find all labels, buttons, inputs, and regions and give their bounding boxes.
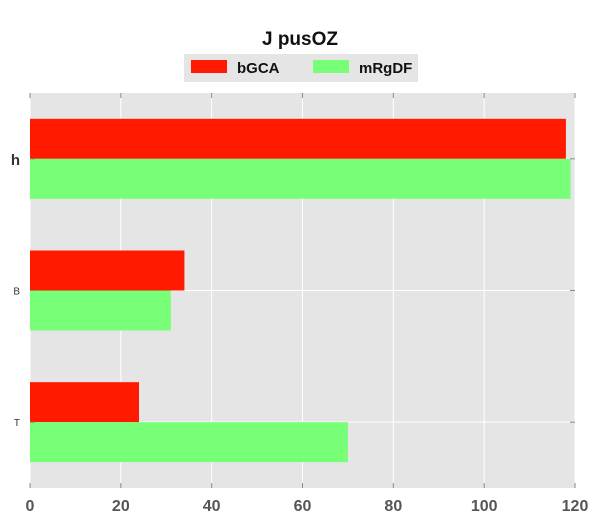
legend: bGCA mRgDF [184,54,418,82]
x-tick-label: 80 [384,498,402,515]
x-tick-label: 0 [26,498,35,515]
bar-bGCA-B [30,250,185,291]
bar-bGCA-h [30,118,566,159]
bar-mRgDF-T [30,422,348,463]
legend-swatch-bGCA [191,60,227,73]
x-tick-label: 40 [203,498,221,515]
bar-mRgDF-B [30,290,171,331]
chart-title: J pusOZ [262,29,338,50]
legend-swatch-mRgDF [313,60,349,73]
legend-label-bGCA: bGCA [237,60,280,77]
bar-mRgDF-h [30,158,571,199]
x-tick-label: 120 [562,498,589,515]
x-axis: 0 20 40 60 80 100 120 [26,93,589,515]
x-tick-label: 100 [471,498,498,515]
x-tick-label: 60 [294,498,312,515]
y-tick-label: B [13,287,20,298]
y-axis: h B T [11,152,575,429]
x-tick-label: 20 [112,498,130,515]
y-tick-label: h [11,152,20,169]
legend-label-mRgDF: mRgDF [359,60,412,77]
bar-bGCA-T [30,382,139,423]
bars [30,118,571,463]
y-tick-label: T [14,418,20,429]
